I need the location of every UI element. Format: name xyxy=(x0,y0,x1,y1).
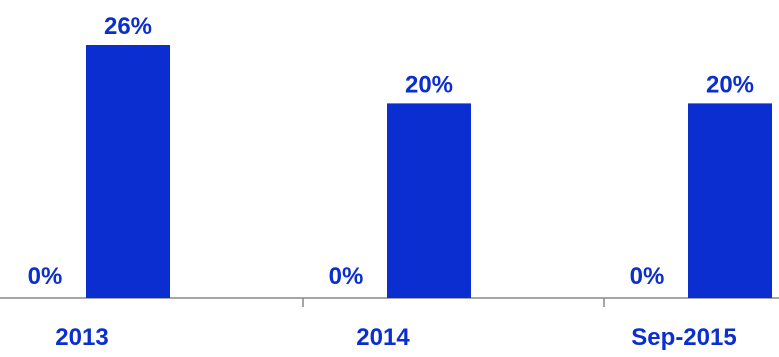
data-label: 20% xyxy=(405,71,453,98)
data-label: 0% xyxy=(28,263,63,290)
bar xyxy=(387,103,471,298)
bars-layer xyxy=(86,45,772,298)
axis-layer xyxy=(0,297,779,307)
bar xyxy=(688,103,772,298)
labels-layer: 0% 26% 2013 0% 20% 2014 0% 20% Sep-2015 xyxy=(28,13,754,351)
x-tick-label: 2013 xyxy=(55,324,108,351)
data-label: 20% xyxy=(706,71,754,98)
data-label: 0% xyxy=(329,263,364,290)
data-label: 0% xyxy=(630,263,665,290)
data-label: 26% xyxy=(104,13,152,40)
bar xyxy=(86,45,170,298)
x-tick-label: 2014 xyxy=(356,324,410,351)
x-tick-label: Sep-2015 xyxy=(631,324,736,351)
